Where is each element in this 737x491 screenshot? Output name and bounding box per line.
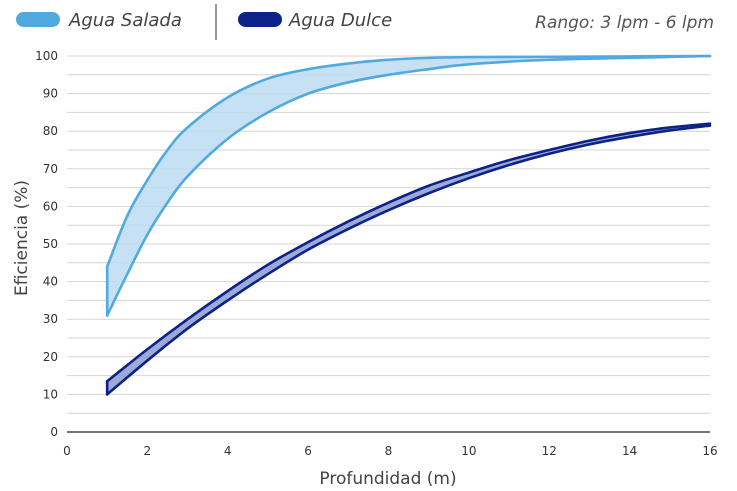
y-tick-label: 60 <box>43 199 58 213</box>
y-tick-label: 100 <box>35 49 58 63</box>
y-tick-label: 50 <box>43 237 58 251</box>
x-axis-title: Profundidad (m) <box>319 469 456 489</box>
y-tick-label: 10 <box>43 387 58 401</box>
x-tick-label: 2 <box>144 444 152 458</box>
band-upper-line-agua-dulce <box>105 122 712 383</box>
legend-swatch-agua-dulce <box>238 12 282 27</box>
band-upper-line-agua-salada <box>105 54 712 268</box>
series-bands <box>105 54 712 396</box>
legend: Agua Salada Agua Dulce <box>16 4 392 40</box>
band-fill-agua-salada <box>107 56 710 316</box>
grid <box>67 55 710 433</box>
y-tick-label: 70 <box>43 162 58 176</box>
x-tick-label: 14 <box>622 444 637 458</box>
x-tick-labels: 0 2 4 6 8 10 12 14 16 <box>63 444 717 458</box>
band-lower-line-agua-dulce <box>105 124 712 396</box>
y-tick-label: 0 <box>50 425 58 439</box>
x-tick-label: 0 <box>63 444 71 458</box>
range-note: Rango: 3 lpm - 6 lpm <box>535 13 714 33</box>
x-tick-label: 16 <box>702 444 717 458</box>
y-tick-label: 30 <box>43 312 58 326</box>
y-tick-label: 20 <box>43 350 58 364</box>
y-tick-label: 80 <box>43 124 58 138</box>
legend-swatch-agua-salada <box>16 12 60 27</box>
legend-label-agua-dulce: Agua Dulce <box>288 10 392 31</box>
x-tick-label: 12 <box>542 444 557 458</box>
x-tick-label: 8 <box>385 444 393 458</box>
band-lower-line-agua-salada <box>105 54 712 317</box>
x-tick-label: 6 <box>304 444 312 458</box>
x-tick-label: 10 <box>461 444 476 458</box>
y-axis-title: Eficiencia (%) <box>12 180 32 296</box>
y-tick-label: 90 <box>43 87 58 101</box>
y-tick-labels: 0 10 20 30 40 50 60 70 80 90 100 <box>35 49 58 439</box>
y-tick-label: 40 <box>43 275 58 289</box>
legend-label-agua-salada: Agua Salada <box>68 10 182 31</box>
x-tick-label: 4 <box>224 444 232 458</box>
